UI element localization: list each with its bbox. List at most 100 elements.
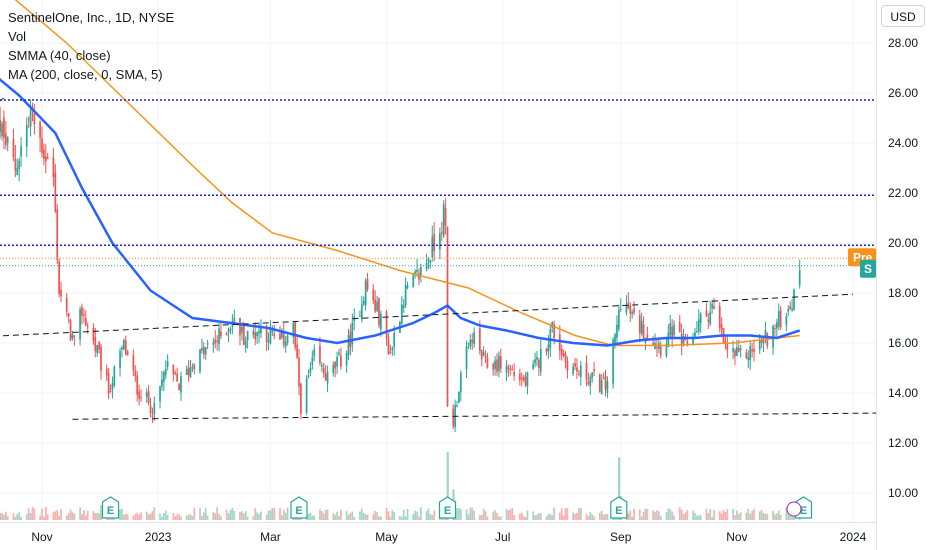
volume-bar [309,512,312,520]
price-tick-label: 26.00 [888,86,918,100]
volume-bar [686,510,689,520]
volume-bar [140,512,142,520]
volume-bar [467,514,470,520]
time-axis[interactable]: Nov 2023 Mar May Jul Sep Nov 2024 [0,522,876,545]
candle-body [553,324,555,339]
candle-body [174,372,177,374]
volume-bar [779,514,782,520]
volume-bar [412,514,415,520]
volume-bar [69,509,72,520]
volume-bar [239,511,241,520]
volume-bar [425,511,428,520]
volume-bar [547,514,550,520]
volume-bar [665,512,668,520]
candle-body [412,273,415,288]
candle-body [225,333,228,336]
volume-bar [572,512,575,520]
volume-bar [747,508,750,520]
candle-body [682,336,685,344]
volume-bar [692,510,694,520]
price-tick-label: 14.00 [888,386,918,400]
candle-body [332,364,335,373]
volume-bar [433,510,436,520]
candle-body [724,341,727,343]
volume-bar [652,510,654,520]
volume-bar [214,513,217,520]
smma-40-line [0,77,801,347]
candle-body [785,315,788,326]
volume-bar [642,511,645,520]
volume-bar [538,513,540,520]
volume-bar [227,513,230,520]
volume-bar [216,507,219,520]
volume-bar [147,514,150,520]
candle-body [41,138,43,154]
candle-body [444,208,447,226]
currency-button[interactable]: USD [881,5,925,27]
candle-body [777,311,780,327]
candle-body [351,322,354,345]
volume-bar [16,514,19,520]
legend-smma[interactable]: SMMA (40, close) [8,48,111,63]
legend-symbol[interactable]: SentinelOne, Inc., 1D, NYSE [8,10,175,25]
volume-bar [178,514,180,520]
candle-body [326,371,329,384]
candle-body [162,371,165,382]
legend-ma[interactable]: MA (200, close, 0, SMA, 5) [8,67,163,82]
price-axis[interactable]: 10.00 12.00 14.00 16.00 18.00 20.00 22.00 24.00… [876,0,932,550]
candle-body [256,332,258,337]
time-tick-label: Jul [495,530,510,544]
volume-bar [431,515,434,520]
volume-bar [54,511,57,520]
volume-bar [162,512,165,520]
candle-body [576,367,578,372]
volume-bar [229,509,232,520]
ma-200-line [14,0,800,347]
candle-body [164,369,167,376]
candle-body [737,348,740,352]
volume-bar [189,514,192,520]
candle-body [798,270,801,285]
volume-bar [145,511,148,520]
volume-bar [282,509,285,520]
candle-body [482,352,485,356]
candle-body [92,327,95,341]
candle-body [220,331,222,337]
candle-body [789,306,792,310]
volume-bar [1,513,3,520]
volume-bar [787,510,790,520]
volume-bar [124,513,127,520]
candle-body [113,366,116,386]
candle-body [604,375,607,390]
volume-bar [44,507,47,520]
candle-body [187,367,190,376]
volume-bar [225,509,228,520]
candle-body [736,347,738,356]
volume-bar [656,510,658,520]
volume-bar [520,512,523,520]
candle-body [27,119,30,121]
volume-bar [332,513,335,520]
candle-body [149,405,152,414]
candle-body [633,308,635,313]
legend-volume[interactable]: Vol [8,29,27,44]
candle-body [282,332,285,345]
volume-bar [241,511,243,520]
candle-body [587,381,590,384]
volume-bar [480,514,483,520]
candle-body [678,322,681,332]
volume-bar [96,513,99,520]
candle-body [260,325,262,334]
volume-bar [486,516,489,520]
candle-body [400,304,403,325]
candle-body [720,324,723,330]
candle-body [496,359,498,372]
candle-body [600,380,603,395]
candle-body [469,339,472,347]
volume-bar [633,508,635,520]
candle-body [254,332,257,340]
candle-body [273,333,276,337]
candle-body [345,353,348,366]
